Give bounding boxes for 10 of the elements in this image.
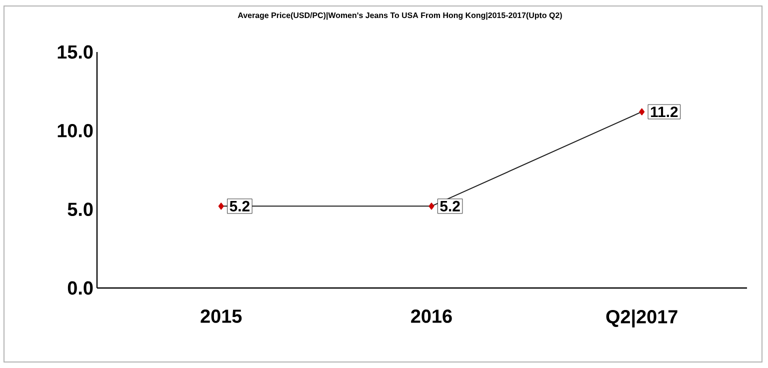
x-tick-label: 2015	[200, 310, 242, 323]
y-tick-label: 5.0	[68, 202, 93, 216]
y-tick-label: 0.0	[68, 281, 93, 295]
data-label: 5.2	[440, 200, 460, 212]
y-tick-label: 10.0	[58, 124, 93, 138]
data-label: 5.2	[230, 200, 250, 212]
data-label: 11.2	[650, 106, 678, 117]
x-tick-label: 2016	[411, 310, 452, 323]
x-tick-label: Q2|2017	[606, 310, 678, 328]
y-tick-label: 15.0	[58, 45, 93, 59]
